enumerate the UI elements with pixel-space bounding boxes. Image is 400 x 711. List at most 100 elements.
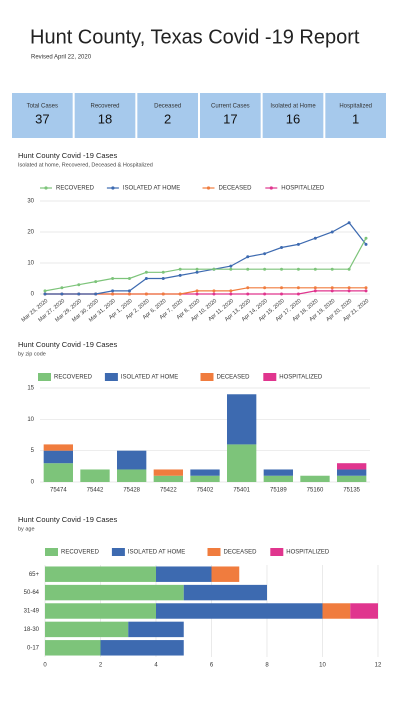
bar-segment [80, 469, 110, 482]
data-point [263, 292, 267, 296]
data-point [330, 289, 334, 293]
legend-swatch [38, 373, 51, 381]
x-tick-label: 75401 [233, 488, 250, 494]
legend-swatch [270, 548, 284, 556]
data-point [364, 286, 368, 290]
bar-segment [100, 640, 184, 656]
legend-dot [44, 186, 48, 190]
stat-value: 2 [164, 111, 171, 126]
page-subtitle: Revised April 22, 2020 [31, 55, 92, 61]
legend-swatch [263, 373, 277, 381]
x-tick-label: 0 [43, 663, 47, 669]
data-point [347, 267, 351, 271]
chart-title: Hunt County Covid -19 Cases [18, 515, 117, 524]
bar-segment [153, 469, 183, 476]
data-point [77, 283, 81, 287]
data-point [280, 292, 284, 296]
stat-label: Isolated at Home [270, 104, 316, 110]
legend-label: ISOLATED AT HOME [123, 186, 180, 192]
x-tick-label: 75442 [87, 488, 104, 494]
legend-label: HOSPITALIZED [281, 186, 325, 192]
data-point [178, 267, 182, 271]
x-tick-label: 4 [154, 663, 158, 669]
bar-segment [43, 444, 73, 451]
data-point [144, 270, 148, 274]
data-point [229, 292, 233, 296]
data-point [246, 255, 250, 259]
data-point [296, 267, 300, 271]
data-point [178, 273, 182, 277]
legend-label: ISOLATED AT HOME [128, 550, 185, 556]
data-point [347, 221, 351, 225]
data-point [246, 286, 250, 290]
data-point [111, 277, 115, 280]
bar-segment [43, 463, 73, 482]
legend-label: DECEASED [224, 550, 258, 556]
bar-segment [156, 566, 212, 582]
x-tick-label: 75422 [160, 488, 177, 494]
data-point [280, 286, 284, 290]
y-tick-label: 0 [31, 292, 35, 298]
x-tick-label: 75160 [307, 488, 324, 494]
chart-subtitle: by age [18, 526, 35, 532]
y-tick-label: 15 [27, 386, 34, 392]
x-tick-label: 75474 [50, 488, 67, 494]
data-point [195, 289, 199, 293]
legend-swatch [111, 548, 125, 556]
legend-dot [111, 186, 115, 190]
chart-subtitle: by zip code [18, 351, 46, 357]
legend-label: HOSPITALIZED [279, 375, 323, 381]
data-point [313, 286, 317, 290]
data-point [195, 267, 199, 271]
series-line [44, 237, 367, 292]
data-point [229, 267, 233, 271]
y-tick-label: 31-49 [24, 609, 40, 615]
legend-label: HOSPITALIZED [286, 550, 330, 556]
data-point [313, 289, 317, 293]
y-tick-label: 10 [27, 417, 34, 423]
data-point [347, 286, 351, 290]
stat-box [12, 93, 73, 138]
data-point [111, 289, 115, 293]
data-point [364, 236, 368, 240]
legend-swatch [200, 373, 214, 381]
legend-swatch [45, 548, 58, 556]
stat-box [262, 93, 324, 138]
bar-segment [190, 475, 220, 482]
bar-segment [190, 469, 220, 476]
stat-value: 18 [98, 111, 112, 126]
series-line [45, 221, 367, 295]
y-tick-label: 18-30 [24, 627, 40, 633]
stat-value: 1 [352, 111, 359, 126]
y-tick-label: 30 [27, 199, 34, 205]
bar-segment [337, 463, 367, 470]
data-point [296, 286, 300, 290]
data-point [347, 289, 351, 293]
data-point [161, 292, 165, 296]
legend-swatch [104, 373, 118, 381]
data-point [127, 292, 131, 296]
data-point [161, 277, 165, 280]
stat-box [325, 93, 386, 138]
legend-dot [206, 186, 211, 190]
x-tick-label: 75428 [123, 488, 140, 494]
bar-segment [337, 475, 367, 482]
legend-label: RECOVERED [61, 550, 100, 556]
y-tick-label: 10 [27, 261, 34, 267]
legend-label: DECEASED [219, 186, 253, 192]
y-tick-label: 5 [31, 448, 35, 454]
y-tick-label: 0 [31, 480, 35, 486]
stat-value: 37 [35, 111, 49, 126]
data-point [127, 277, 131, 280]
stat-box [137, 93, 198, 138]
bar-segment [117, 469, 147, 482]
data-point [330, 286, 334, 290]
data-point [296, 242, 300, 246]
y-tick-label: 65+ [29, 572, 40, 578]
bar-segment [300, 475, 330, 482]
chart-title: Hunt County Covid -19 Cases [18, 151, 117, 160]
data-point [195, 292, 199, 296]
stat-value: 16 [286, 111, 300, 126]
stat-label: Recovered [90, 104, 119, 110]
